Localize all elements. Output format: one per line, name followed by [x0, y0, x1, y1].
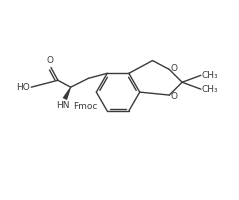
Text: O: O	[46, 56, 54, 65]
Text: Fmoc: Fmoc	[73, 102, 97, 111]
Text: O: O	[170, 64, 177, 73]
Text: HN: HN	[56, 101, 70, 110]
Text: CH₃: CH₃	[202, 85, 218, 94]
Text: O: O	[170, 92, 177, 101]
Text: HO: HO	[16, 83, 30, 92]
Text: CH₃: CH₃	[202, 71, 218, 80]
Polygon shape	[63, 87, 71, 100]
